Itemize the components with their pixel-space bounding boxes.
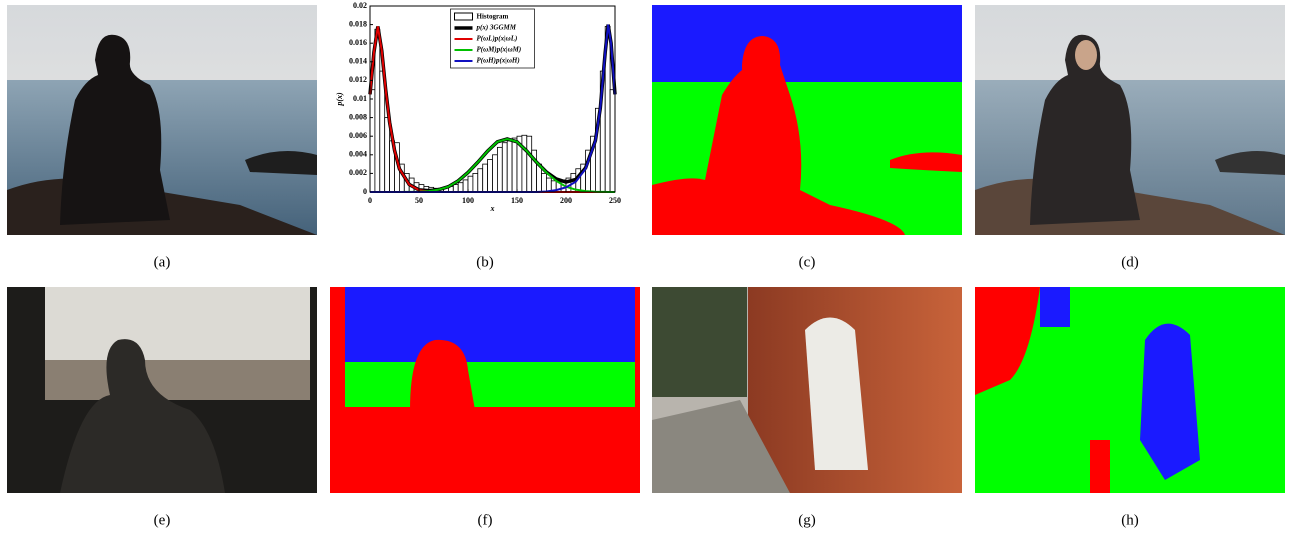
y-tick-label: 0.006 xyxy=(349,131,367,140)
histogram-bar xyxy=(462,179,469,193)
y-tick-label: 0.002 xyxy=(349,168,367,177)
histogram-bar xyxy=(609,89,616,193)
histogram-bar xyxy=(472,172,479,193)
histogram-bar xyxy=(541,172,547,193)
caption: (f) xyxy=(478,512,493,528)
x-tick-label: 0 xyxy=(368,196,372,205)
legend-label: P(ωL)p(x|ωL) xyxy=(477,35,518,43)
chart-b: 0 0.002 0.004 0.006 0.008 0.01 0.012 0.014 0.016… xyxy=(335,1,621,213)
x-axis-label: x xyxy=(490,204,495,213)
caption: (b) xyxy=(476,254,494,270)
y-tick-label: 0 xyxy=(363,187,367,196)
legend-label: P(ωM)p(x|ωM) xyxy=(477,46,522,54)
legend-label: P(ωH)p(x|ωH) xyxy=(477,57,520,65)
histogram-bar xyxy=(384,117,391,193)
x-tick-label: 200 xyxy=(560,196,572,205)
caption: (g) xyxy=(798,512,816,528)
photo-h xyxy=(975,287,1285,493)
y-tick-label: 0.016 xyxy=(349,38,367,47)
histogram-bar xyxy=(526,135,533,193)
histogram-bar xyxy=(521,134,528,193)
x-tick-label: 250 xyxy=(609,196,621,205)
photo-g xyxy=(652,287,962,493)
histogram-bar xyxy=(477,168,484,193)
y-axis-label: p(x) xyxy=(335,92,344,107)
histogram-bar xyxy=(501,142,508,193)
histogram-bar xyxy=(467,175,474,193)
histogram-bar xyxy=(482,163,489,193)
x-tick-label: 150 xyxy=(511,196,523,205)
histogram-bar xyxy=(492,154,498,193)
histogram-bar xyxy=(506,140,513,193)
histogram-bar xyxy=(457,182,464,193)
histogram-bar xyxy=(374,28,381,193)
y-tick-label: 0.012 xyxy=(349,75,367,84)
photo-c xyxy=(652,5,962,235)
caption: (c) xyxy=(799,254,816,270)
caption: (h) xyxy=(1121,512,1139,528)
histogram-bar xyxy=(546,177,552,193)
y-tick-label: 0.02 xyxy=(353,1,367,10)
histogram-bar xyxy=(369,89,376,193)
photo-f xyxy=(330,287,640,493)
caption: (e) xyxy=(154,512,171,528)
caption: (a) xyxy=(154,254,171,270)
legend-swatch xyxy=(454,12,473,21)
histogram-bar xyxy=(452,184,459,193)
y-tick-label: 0.004 xyxy=(349,150,367,159)
y-tick-label: 0.014 xyxy=(349,57,367,66)
photo-e xyxy=(7,287,317,493)
y-tick-label: 0.008 xyxy=(349,112,367,121)
x-tick-label: 50 xyxy=(415,196,423,205)
y-tick-label: 0.01 xyxy=(353,94,367,103)
histogram-bar xyxy=(496,146,503,193)
histogram-bar xyxy=(487,159,493,193)
histogram-bar xyxy=(511,137,518,193)
photo-a xyxy=(7,5,317,235)
photo-d xyxy=(975,5,1285,235)
y-tick-label: 0.018 xyxy=(349,19,367,28)
caption: (d) xyxy=(1121,254,1139,270)
x-tick-label: 100 xyxy=(462,196,474,205)
legend-label: p(x) 3GGMM xyxy=(476,24,517,32)
legend-label: Histogram xyxy=(477,13,509,21)
